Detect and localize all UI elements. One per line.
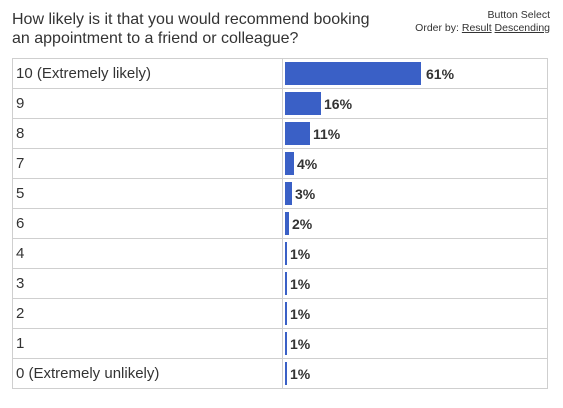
result-row: 3 1% — [12, 268, 548, 299]
order-by-label: Order by: — [415, 22, 459, 34]
result-bar — [285, 62, 421, 85]
category-label: 2 — [12, 298, 283, 329]
result-bar — [285, 242, 287, 265]
result-bar — [285, 332, 287, 355]
order-controls: Button Select Order by: Result Descendin… — [415, 9, 550, 35]
percent-label: 4% — [297, 156, 318, 172]
percent-label: 1% — [290, 336, 311, 352]
result-row: 9 16% — [12, 88, 548, 119]
percent-label: 1% — [290, 306, 311, 322]
category-label: 1 — [12, 328, 283, 359]
percent-label: 2% — [292, 216, 313, 232]
result-bar — [285, 92, 321, 115]
bar-cell: 61% — [282, 58, 548, 89]
order-by-descending-link[interactable]: Descending — [494, 22, 550, 34]
result-row: 0 (Extremely unlikely) 1% — [12, 358, 548, 389]
bar-wrap: 11% — [283, 119, 547, 148]
result-bar — [285, 362, 287, 385]
category-label: 7 — [12, 148, 283, 179]
bar-cell: 1% — [282, 358, 548, 389]
bar-wrap: 4% — [283, 149, 547, 178]
bar-wrap: 61% — [283, 59, 547, 88]
result-row: 10 (Extremely likely) 61% — [12, 58, 548, 89]
result-row: 7 4% — [12, 148, 548, 179]
bar-cell: 1% — [282, 268, 548, 299]
order-by-result-link[interactable]: Result — [461, 22, 492, 34]
result-bar — [285, 212, 289, 235]
result-bar — [285, 122, 310, 145]
bar-cell: 4% — [282, 148, 548, 179]
category-label: 4 — [12, 238, 283, 269]
bar-wrap: 16% — [283, 89, 547, 118]
bar-wrap: 2% — [283, 209, 547, 238]
bar-wrap: 1% — [283, 299, 547, 328]
bar-cell: 16% — [282, 88, 548, 119]
result-row: 5 3% — [12, 178, 548, 209]
bar-wrap: 1% — [283, 239, 547, 268]
category-label: 10 (Extremely likely) — [12, 58, 283, 89]
result-bar — [285, 302, 287, 325]
percent-label: 3% — [295, 186, 316, 202]
question-header: How likely is it that you would recommen… — [12, 10, 402, 48]
result-bar — [285, 272, 287, 295]
result-row: 1 1% — [12, 328, 548, 359]
result-bar — [285, 182, 292, 205]
result-row: 2 1% — [12, 298, 548, 329]
category-label: 5 — [12, 178, 283, 209]
bar-cell: 2% — [282, 208, 548, 239]
category-label: 6 — [12, 208, 283, 239]
percent-label: 16% — [324, 96, 353, 112]
percent-label: 1% — [290, 276, 311, 292]
bar-cell: 3% — [282, 178, 548, 209]
category-label: 3 — [12, 268, 283, 299]
category-label: 9 — [12, 88, 283, 119]
bar-cell: 11% — [282, 118, 548, 149]
bar-wrap: 1% — [283, 269, 547, 298]
bar-wrap: 1% — [283, 359, 547, 388]
order-by-row: Order by: Result Descending — [415, 22, 550, 35]
result-row: 8 11% — [12, 118, 548, 149]
question-text-line-2: an appointment to a friend or colleague? — [12, 30, 299, 47]
percent-label: 61% — [426, 66, 455, 82]
bar-cell: 1% — [282, 328, 548, 359]
percent-label: 1% — [290, 246, 311, 262]
result-row: 4 1% — [12, 238, 548, 269]
result-row: 6 2% — [12, 208, 548, 239]
question-text-line-1: How likely is it that you would recommen… — [12, 11, 370, 28]
results-bar-chart: 10 (Extremely likely) 61% 9 16% 8 11% 7 4% 5 3% 6 2… — [12, 58, 548, 389]
percent-label: 11% — [313, 126, 341, 142]
bar-wrap: 3% — [283, 179, 547, 208]
bar-cell: 1% — [282, 298, 548, 329]
result-bar — [285, 152, 294, 175]
percent-label: 1% — [290, 366, 311, 382]
category-label: 8 — [12, 118, 283, 149]
button-select-label[interactable]: Button Select — [487, 9, 550, 21]
bar-wrap: 1% — [283, 329, 547, 358]
bar-cell: 1% — [282, 238, 548, 269]
category-label: 0 (Extremely unlikely) — [12, 358, 283, 389]
